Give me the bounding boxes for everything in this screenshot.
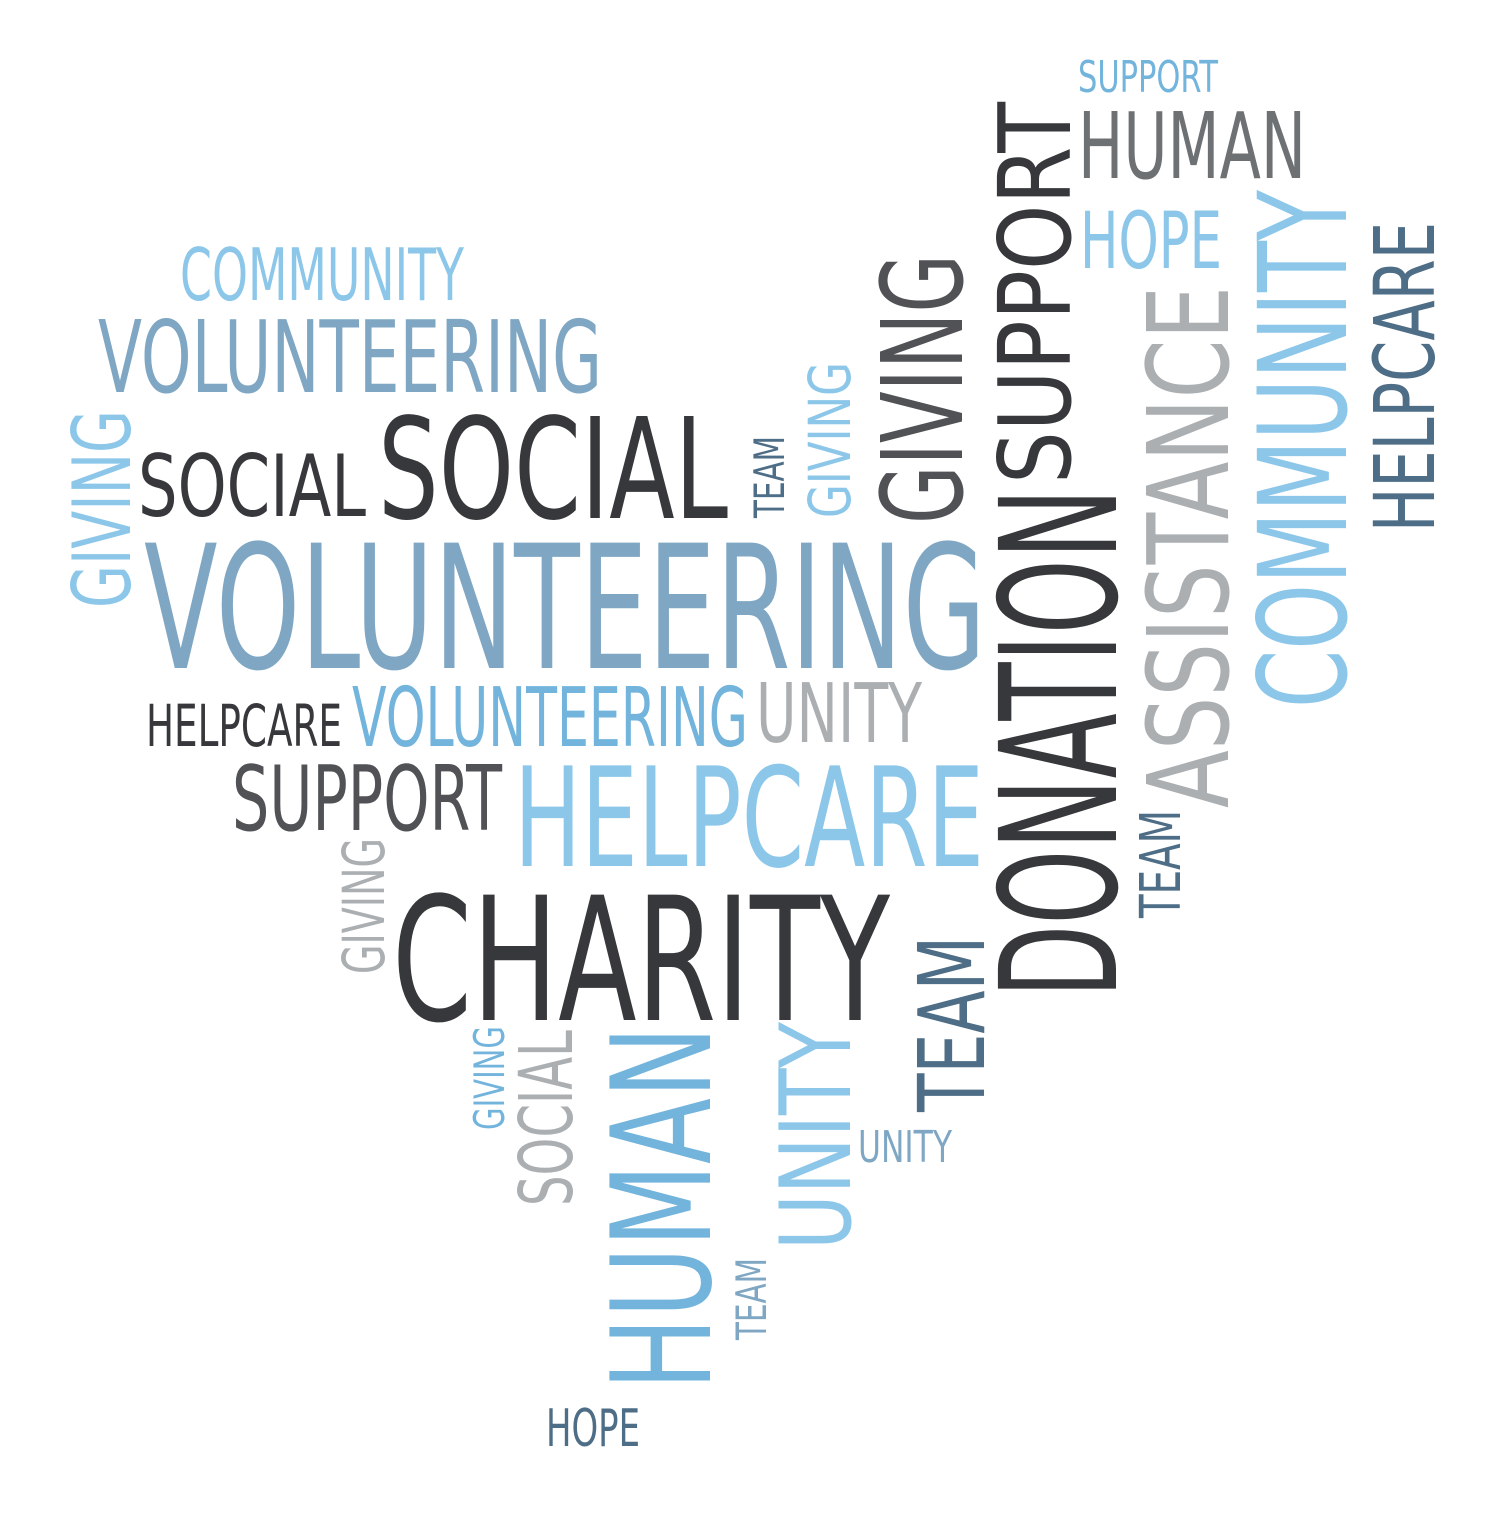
word-giving-vertical-gray: GIVING	[330, 838, 398, 974]
word-giving-vertical-light: GIVING	[796, 362, 864, 518]
word-community-top-left: COMMUNITY	[180, 233, 465, 317]
word-team-vertical-center: TEAM	[899, 936, 1006, 1113]
word-unity-small-bottom: UNITY	[858, 1122, 952, 1173]
word-social-vertical-bottom: SOCIAL	[504, 1030, 590, 1206]
word-social-small: SOCIAL	[138, 437, 366, 537]
word-charity-main: CHARITY	[392, 860, 891, 1061]
word-giving-vertical-dark: GIVING	[859, 254, 989, 524]
word-community-vertical: COMMUNITY	[1233, 190, 1375, 708]
word-human-top: HUMAN	[1078, 93, 1306, 200]
word-hope-bottom: HOPE	[546, 1399, 640, 1459]
word-support-mid: SUPPORT	[232, 747, 503, 852]
word-giving-vertical-left: GIVING	[56, 410, 149, 608]
word-human-vertical-bottom: HUMAN	[582, 1026, 743, 1390]
word-donation-vertical: DONATION	[967, 488, 1155, 998]
word-support-top: SUPPORT	[1078, 52, 1218, 103]
word-assistance-vertical: ASSISTANCE	[1125, 286, 1255, 808]
word-social-large: SOCIAL	[378, 389, 728, 552]
word-team-vertical-bottom: TEAM	[727, 1258, 776, 1341]
word-helpcare-vertical-right: HELPCARE	[1356, 222, 1454, 532]
word-unity-mid: UNITY	[756, 667, 923, 762]
word-team-vertical-small: TEAM	[745, 436, 794, 519]
word-helpcare-large: HELPCARE	[514, 738, 984, 899]
word-unity-vertical-bottom: UNITY	[760, 1021, 874, 1250]
word-volunteering-mid: VOLUNTEERING	[352, 671, 748, 766]
word-giving-vertical-bottom: GIVING	[465, 1026, 514, 1130]
word-volunteering-upper: VOLUNTEERING	[98, 299, 602, 416]
word-team-vertical-right: TEAM	[1129, 810, 1194, 919]
word-helpcare-small: HELPCARE	[146, 692, 342, 760]
word-support-vertical: SUPPORT	[977, 101, 1094, 484]
word-hope-top: HOPE	[1080, 197, 1222, 287]
word-volunteering-main: VOLUNTEERING	[144, 508, 986, 709]
